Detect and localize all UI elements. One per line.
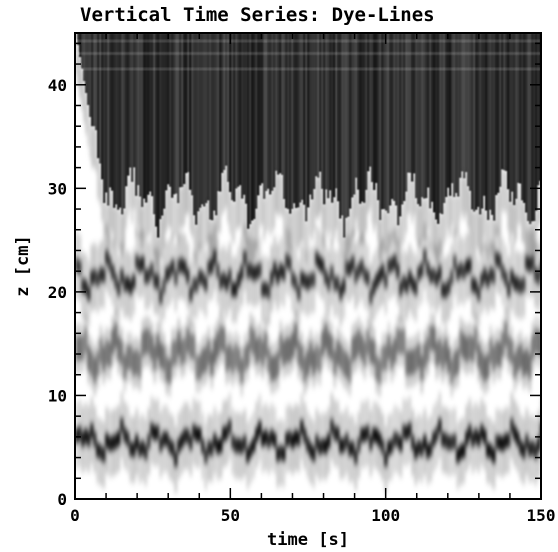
chart-title: Vertical Time Series: Dye-Lines <box>80 4 435 26</box>
y-tick-label: 0 <box>57 490 67 509</box>
x-tick-label: 50 <box>221 506 240 525</box>
x-tick-label: 150 <box>527 506 556 525</box>
x-tick-label: 0 <box>70 506 80 525</box>
plot-area <box>75 33 541 499</box>
x-tick-label: 100 <box>371 506 400 525</box>
plot-frame <box>74 32 542 500</box>
dye-field <box>75 33 541 493</box>
y-tick-label: 10 <box>48 386 67 405</box>
x-axis-label: time [s] <box>267 530 349 550</box>
y-tick-label: 40 <box>48 76 67 95</box>
axes: 0 50 100 150 0 10 20 30 40 <box>48 33 556 525</box>
y-axis-label: z [cm] <box>13 235 33 296</box>
y-tick-label: 30 <box>48 179 67 198</box>
y-tick-label: 20 <box>48 283 67 302</box>
